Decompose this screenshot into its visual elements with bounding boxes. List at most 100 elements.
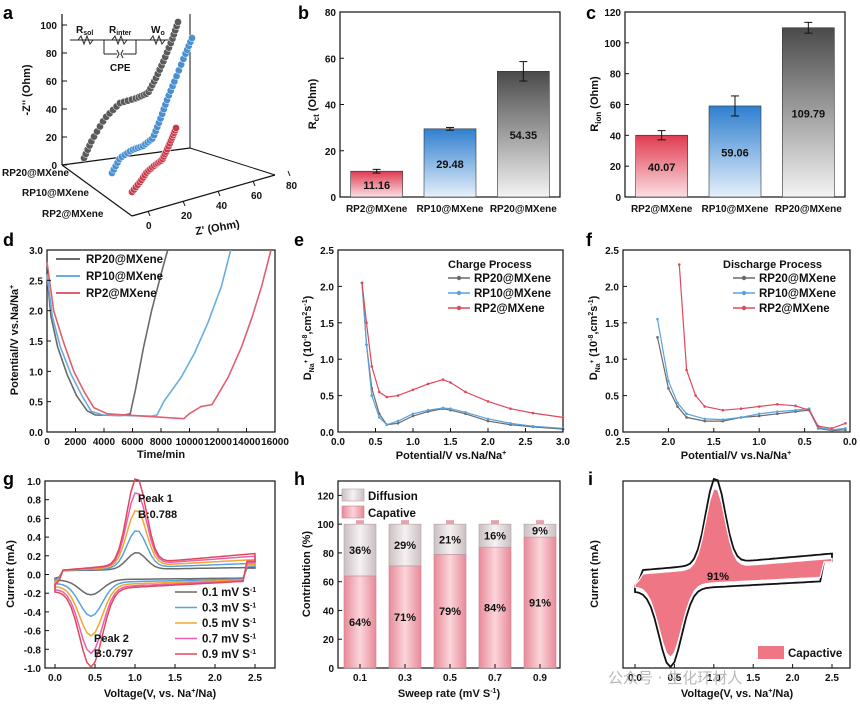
- xtick-label: 10000: [176, 437, 204, 448]
- xtick-label: 14000: [233, 437, 261, 448]
- xtick-label: 0.5: [798, 437, 812, 448]
- f-curve-rp20-point: [703, 419, 707, 423]
- panel-f-x-label: Potential/V vs.Na/Na+: [681, 450, 791, 462]
- f-curve-rp2-point: [677, 263, 681, 266]
- panel-a-y-label: -Z'' (Ohm): [21, 64, 33, 115]
- panel-letter-e: e: [294, 230, 304, 250]
- diffusion-label: 36%: [349, 545, 371, 557]
- f-curve-rp2-point: [816, 424, 820, 428]
- xtick-label: 2.5: [616, 437, 630, 448]
- panel-d-y-label: Potential/V vs.Na/Na+: [9, 285, 21, 395]
- cv-curve: [54, 478, 256, 669]
- f-curve-rp2-point: [776, 403, 779, 406]
- category-label: RP2@MXene: [346, 204, 408, 215]
- f-curve-rp10-point: [721, 418, 725, 421]
- panel-g-x-label: Voltage(V, vs. Na+/Na): [104, 688, 217, 700]
- diffusion-label: 9%: [532, 526, 548, 538]
- ytick-label: 60: [610, 101, 622, 112]
- legend-label: RP10@MXene: [759, 288, 836, 300]
- a-ytick-label: 80: [46, 49, 58, 60]
- xtick-label: 0.3: [398, 673, 412, 684]
- e-curve-rp10-point: [509, 421, 512, 425]
- e-curve-rp10-point: [531, 424, 535, 428]
- cv-curve: [54, 510, 256, 637]
- panel-letter-d: d: [3, 230, 14, 250]
- panel-i-x-label: Voltage(V, vs. Na+/Na): [681, 688, 794, 700]
- a-xtick: [287, 170, 291, 177]
- e-curve-rp10-point: [411, 412, 415, 416]
- e-curve-rp10-point: [370, 394, 374, 397]
- panel-h: h 64% 36% 71% 29% 79% 21% 84% 16% 91% 9% 0 20 40 60 8…: [294, 469, 561, 700]
- a-xtick: [217, 190, 221, 197]
- e-curve-rp10-point: [486, 417, 490, 421]
- a-xtick: [252, 180, 256, 187]
- ytick-label: 100: [317, 520, 334, 531]
- nyquist-point: [174, 18, 182, 26]
- ytick-label: 0.8: [27, 496, 41, 507]
- legend-label: RP20@MXene: [759, 273, 836, 285]
- panel-i: i 0.0 0.5 1.0 1.5 2.0 2.5 91% Capactive Curre…: [588, 469, 851, 700]
- diffusion-label: 21%: [439, 534, 461, 546]
- legend-label: RP2@MXene: [759, 303, 830, 315]
- xtick-label: 0: [44, 437, 50, 448]
- e-curve-rp10-point: [426, 408, 430, 412]
- ytick-label: 2.0: [320, 282, 334, 293]
- f-curve-rp2-point: [721, 408, 725, 412]
- bar-cap: [401, 520, 409, 525]
- panel-g-cv-curves: [54, 478, 256, 669]
- ytick-label: 2.5: [320, 246, 334, 257]
- circuit-rinter: Rinter: [109, 25, 132, 37]
- f-curve-rp20-point: [667, 387, 670, 390]
- ytick-label: 1.5: [29, 337, 43, 348]
- e-curve-rp2-point: [464, 390, 467, 394]
- ytick-label: 0.5: [605, 392, 619, 403]
- capacitive-bar: [433, 554, 467, 669]
- panel-a-series-2: RP10@MXene: [22, 188, 89, 199]
- panel-letter-b: b: [298, 3, 309, 23]
- panel-a-x-ticks: 0 20 40 60 80: [146, 170, 298, 232]
- e-curve-rp2-point: [360, 281, 364, 285]
- ytick-label: -1.0: [24, 664, 42, 675]
- xtick-label: 2.0: [661, 437, 675, 448]
- f-curve-rp2-point: [807, 408, 811, 412]
- panel-b-axes: RP2@MXene RP10@MXene RP20@MXene 0 20 40 60 80: [325, 8, 557, 215]
- panel-c-axes: RP2@MXene RP10@MXene RP20@MXene 0 20 40 60 80 10…: [604, 8, 842, 215]
- legend-marker: [456, 275, 462, 281]
- nyquist-point: [172, 124, 180, 132]
- ytick-label: 1.5: [605, 319, 619, 330]
- ytick-label: 80: [610, 70, 622, 81]
- a-xtick-label: 20: [181, 211, 193, 222]
- xtick-label: 3.0: [556, 437, 570, 448]
- bar: [708, 105, 762, 198]
- ytick-label: 0.0: [605, 428, 619, 439]
- nyquist-point: [188, 34, 196, 42]
- capacitive-label: 79%: [439, 606, 461, 618]
- e-curve-rp20-point: [411, 414, 415, 418]
- ytick-label: 1.0: [605, 355, 619, 366]
- ytick-label: -0.6: [24, 627, 42, 638]
- e-curve-rp20-point: [486, 419, 490, 423]
- ytick-label: 0.4: [27, 533, 41, 544]
- peak1-b-value: B:0.788: [138, 509, 177, 521]
- panel-a-y-ticks: 0 20 40 60 80 100: [40, 21, 67, 172]
- panel-d: d 0 2000 4000 6000 8000 10000 12000 14000 160000…: [3, 230, 289, 461]
- diffusion-bar: [388, 523, 422, 567]
- bar-value-label: 109.79: [792, 108, 826, 120]
- e-curve-rp20-point: [396, 421, 400, 425]
- cv-curve: [54, 552, 256, 596]
- panel-i-legend-swatch: [758, 646, 784, 659]
- legend-swatch-capacitive: [341, 505, 365, 519]
- ytick-label: 40: [610, 131, 622, 142]
- xtick-label: 16000: [261, 437, 289, 448]
- e-curve-rp2-point: [370, 365, 374, 368]
- legend-label: RP10@MXene: [86, 271, 163, 283]
- xtick-label: 0.5: [369, 437, 383, 448]
- legend-swatch-diffusion: [341, 488, 365, 502]
- f-curve-rp10-point: [794, 408, 797, 412]
- xtick-label: 0.5: [667, 673, 681, 684]
- f-curve-rp10-point: [656, 317, 659, 321]
- diffusion-label: 16%: [484, 531, 506, 543]
- a-xtick-label: 0: [146, 221, 152, 232]
- panel-e-x-label: Potential/V vs.Na/Na+: [396, 450, 506, 462]
